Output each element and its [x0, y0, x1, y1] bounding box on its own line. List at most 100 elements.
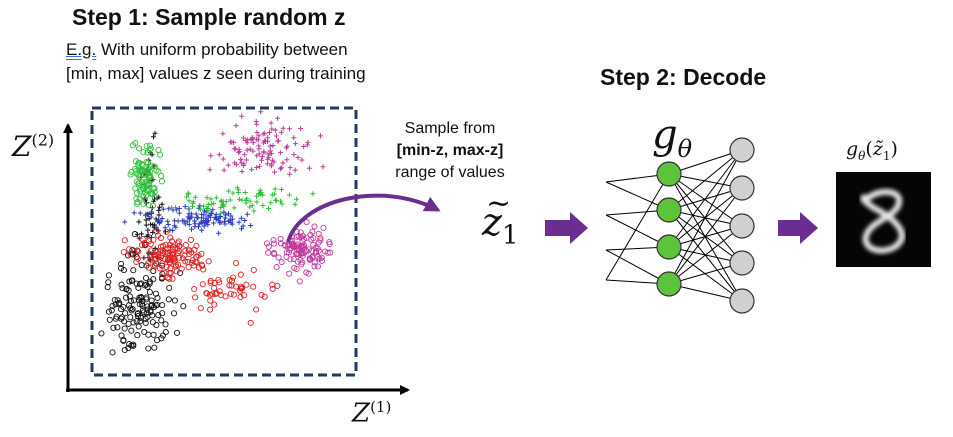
network-edge [668, 149, 743, 248]
scatter-point [110, 324, 117, 331]
step1-desc-line2: [min, max] values z seen during training [66, 64, 366, 83]
scatter-point [176, 206, 182, 211]
scatter-point [192, 194, 198, 200]
scatter-point [171, 297, 178, 304]
scatter-point [221, 203, 227, 209]
scatter-point [238, 215, 244, 221]
scatter-point [162, 225, 168, 231]
eg-abbrev: E.g. [66, 40, 97, 59]
scatter-point [295, 155, 301, 161]
scatter-point [191, 246, 198, 253]
hidden-node [656, 197, 682, 223]
scatter-point [146, 142, 154, 149]
scatter-point [120, 303, 127, 311]
network-edge [668, 149, 743, 285]
scatter-point [165, 222, 171, 227]
scatter-point [151, 344, 158, 351]
scatter-point [205, 222, 211, 228]
scatter-point [311, 223, 318, 230]
scatter-point [118, 260, 125, 267]
scatter-point [167, 227, 173, 233]
scatter-point [278, 259, 285, 266]
scatter-point [254, 121, 260, 127]
scatter-point [159, 247, 166, 254]
scatter-point [243, 157, 249, 163]
scatter-point [225, 162, 231, 168]
scatter-point [234, 185, 240, 191]
scatter-point [254, 199, 260, 205]
scatter-point [253, 136, 259, 142]
scatter-point [164, 274, 171, 281]
scatter-point [295, 251, 302, 258]
scatter-point [153, 167, 160, 174]
scatter-point [154, 337, 161, 344]
scatter-point [185, 191, 191, 197]
scatter-point [137, 314, 144, 321]
scatter-point [125, 302, 133, 309]
scatter-point [287, 165, 293, 171]
scatter-point [282, 242, 289, 249]
scatter-point [249, 202, 255, 208]
scatter-point [221, 209, 227, 215]
scatter-point [265, 138, 270, 144]
scatter-point [241, 292, 248, 299]
scatter-point [130, 341, 137, 348]
scatter-point [223, 199, 229, 204]
scatter-point [113, 313, 120, 320]
scatter-point [165, 296, 172, 303]
output-node [729, 213, 755, 239]
scatter-point [233, 260, 240, 267]
scatter-point [163, 228, 170, 235]
scatter-point [128, 307, 135, 314]
scatter-point [239, 113, 245, 119]
scatter-point [186, 206, 192, 212]
scatter-point [148, 177, 155, 184]
scatter-point [326, 240, 333, 248]
scatter-point [178, 265, 185, 272]
scatter-point [142, 319, 149, 327]
scatter-point [143, 212, 148, 218]
scatter-point [157, 254, 164, 261]
scatter-point [172, 218, 178, 224]
scatter-point [171, 223, 177, 229]
scatter-point [262, 130, 268, 136]
scatter-point [198, 250, 205, 257]
scatter-point [234, 161, 239, 167]
output-node [729, 175, 755, 201]
scatter-point [211, 301, 218, 308]
scatter-point [123, 286, 130, 293]
scatter-point [269, 285, 276, 292]
hidden-node [656, 271, 682, 297]
sample-note-line1: Sample from [404, 120, 496, 137]
generated-digit-image [836, 172, 931, 267]
scatter-point [150, 331, 157, 338]
scatter-point [133, 258, 140, 265]
scatter-point [254, 153, 260, 159]
scatter-point [158, 274, 165, 281]
scatter-point [198, 206, 203, 212]
scatter-point [260, 192, 266, 198]
scatter-point [296, 278, 303, 285]
scatter-point [205, 213, 211, 219]
scatter-point [190, 200, 196, 206]
scatter-point [127, 251, 134, 258]
scatter-point [127, 314, 134, 321]
scatter-point [216, 279, 223, 286]
scatter-point [239, 169, 245, 174]
scatter-point [126, 246, 133, 253]
scatter-point [166, 206, 172, 212]
scatter-point [216, 230, 222, 236]
scatter-point [162, 241, 169, 248]
scatter-point [111, 296, 118, 304]
scatter-point [266, 206, 271, 211]
scatter-point [151, 163, 158, 170]
scatter-point [204, 195, 210, 201]
network-edge [668, 173, 743, 302]
scatter-point [121, 346, 128, 354]
scatter-point [118, 332, 125, 339]
scatter-point [237, 294, 244, 301]
to-decoder-arrow [545, 212, 588, 244]
scatter-point [265, 243, 272, 250]
scatter-point [125, 320, 132, 327]
scatter-point [135, 248, 142, 255]
